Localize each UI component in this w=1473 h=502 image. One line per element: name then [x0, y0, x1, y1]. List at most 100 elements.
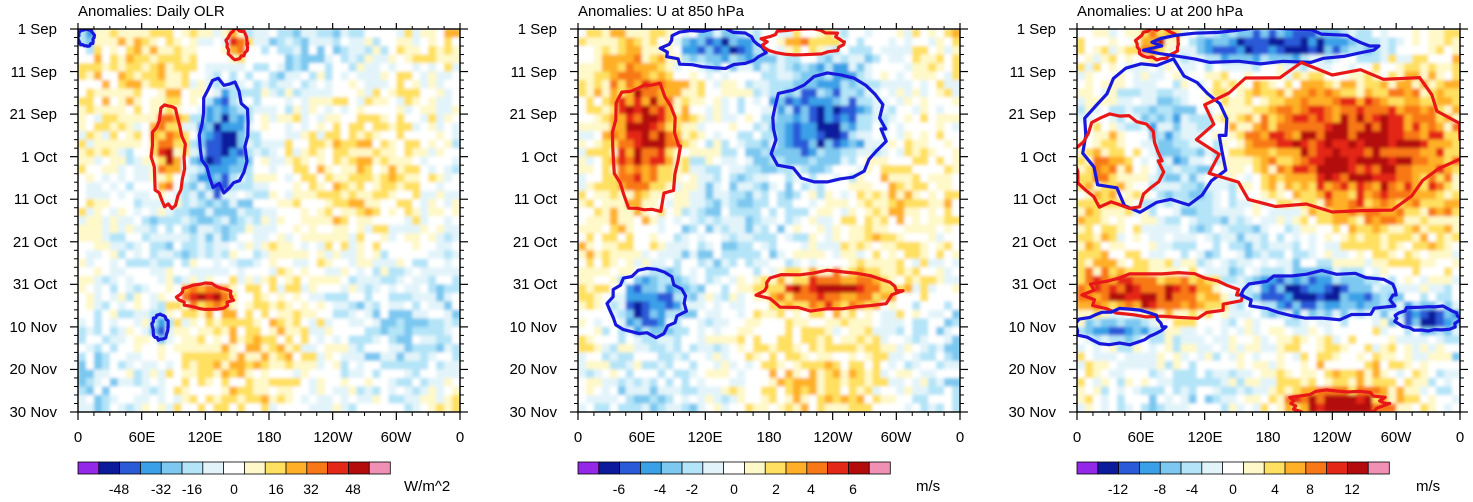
colorbar-label: -4	[654, 481, 667, 497]
x-tick-label: 60W	[881, 429, 913, 446]
y-tick-label: 1 Sep	[1017, 21, 1056, 38]
colorbar-label: 0	[230, 481, 238, 497]
x-tick-label: 180	[1255, 429, 1280, 446]
panel-u850: Anomalies: U at 850 hPa 1 Sep 11 Sep 21 …	[509, 3, 968, 497]
colorbar-label: -12	[1108, 481, 1128, 497]
y-tick-label: 30 Nov	[509, 404, 557, 421]
y-tick-label: 20 Nov	[9, 361, 57, 378]
colorbar-swatch	[807, 462, 828, 474]
colorbar-label: 0	[730, 481, 738, 497]
y-tick-label: 30 Nov	[9, 404, 57, 421]
colorbar-label: -16	[182, 481, 202, 497]
y-tick-label: 1 Oct	[1020, 149, 1057, 166]
panel-title: Anomalies: Daily OLR	[78, 3, 225, 20]
colorbar-units: m/s	[916, 478, 940, 495]
x-tick-label: 60E	[1128, 429, 1155, 446]
colorbar-swatch	[286, 462, 307, 474]
colorbar-swatch	[1202, 462, 1223, 474]
colorbar-swatch	[265, 462, 286, 474]
colorbar: -6 -4 -2 0 2 4 6 m/s	[578, 462, 940, 497]
anomaly-field	[78, 29, 461, 413]
y-tick-label: 10 Nov	[509, 319, 557, 336]
y-axis: 1 Sep 11 Sep 21 Sep 1 Oct 11 Oct 21 Oct …	[1008, 21, 1056, 421]
y-tick-label: 31 Oct	[1012, 276, 1057, 293]
x-axis: 0 60E 120E 180 120W 60W 0	[1073, 429, 1464, 446]
colorbar-swatch	[599, 462, 620, 474]
colorbar-swatch	[703, 462, 724, 474]
colorbar-swatch	[1327, 462, 1348, 474]
colorbar-swatch	[765, 462, 786, 474]
colorbar-swatch	[848, 462, 869, 474]
panel-title: Anomalies: U at 200 hPa	[1077, 3, 1244, 20]
colorbar-swatches	[78, 462, 390, 474]
y-tick-label: 1 Sep	[18, 21, 57, 38]
x-tick-label: 0	[74, 429, 82, 446]
colorbar-swatches	[1077, 462, 1389, 474]
y-axis: 1 Sep 11 Sep 21 Sep 1 Oct 11 Oct 21 Oct …	[9, 21, 57, 421]
colorbar-label: -32	[151, 481, 171, 497]
x-tick-label: 120E	[187, 429, 222, 446]
x-tick-label: 0	[456, 429, 464, 446]
y-tick-label: 11 Sep	[511, 64, 557, 81]
colorbar-label: -4	[1186, 481, 1199, 497]
y-tick-label: 31 Oct	[13, 276, 58, 293]
colorbar-label: 32	[303, 481, 319, 497]
y-tick-label: 21 Oct	[1012, 234, 1057, 251]
y-axis: 1 Sep 11 Sep 21 Sep 1 Oct 11 Oct 21 Oct …	[509, 21, 557, 421]
colorbar-swatch	[161, 462, 182, 474]
y-tick-label: 1 Oct	[21, 149, 58, 166]
y-tick-label: 11 Sep	[1010, 64, 1056, 81]
plot-area	[1069, 23, 1468, 420]
colorbar-swatch	[120, 462, 141, 474]
x-axis: 0 60E 120E 180 120W 60W 0	[574, 429, 964, 446]
colorbar-label: 2	[772, 481, 780, 497]
colorbar-swatch	[1160, 462, 1181, 474]
colorbar-swatch	[869, 462, 890, 474]
x-tick-label: 120W	[1312, 429, 1352, 446]
panel-u200: Anomalies: U at 200 hPa 1 Sep 11 Sep 21 …	[1008, 3, 1468, 497]
panel-olr: Anomalies: Daily OLR 1 Sep 11 Sep 21 Sep…	[9, 3, 468, 497]
colorbar-swatch	[661, 462, 682, 474]
colorbar-swatch	[348, 462, 369, 474]
colorbar-swatch	[99, 462, 120, 474]
y-tick-label: 11 Oct	[14, 191, 58, 208]
colorbar-swatch	[1077, 462, 1098, 474]
colorbar-swatch	[1223, 462, 1244, 474]
x-tick-label: 180	[256, 429, 281, 446]
colorbar-swatch	[1347, 462, 1368, 474]
colorbar-swatch	[1285, 462, 1306, 474]
colorbar-swatches	[578, 462, 890, 474]
y-tick-label: 20 Nov	[1008, 361, 1056, 378]
y-tick-label: 21 Sep	[1008, 106, 1056, 123]
colorbar-swatch	[78, 462, 99, 474]
y-tick-label: 1 Oct	[521, 149, 558, 166]
colorbar-swatch	[828, 462, 849, 474]
colorbar-label: 16	[268, 481, 284, 497]
colorbar-label: -2	[686, 481, 699, 497]
y-tick-label: 1 Sep	[518, 21, 557, 38]
x-tick-label: 60E	[129, 429, 156, 446]
colorbar-swatch	[578, 462, 599, 474]
colorbar-swatch	[1368, 462, 1389, 474]
anomaly-field	[578, 29, 961, 413]
colorbar-label: 12	[1344, 481, 1360, 497]
x-tick-label: 60W	[381, 429, 413, 446]
colorbar-units: m/s	[1416, 478, 1440, 495]
colorbar-label: 8	[1306, 481, 1314, 497]
colorbar-label: 4	[1271, 481, 1279, 497]
colorbar-swatch	[640, 462, 661, 474]
colorbar-swatch	[307, 462, 328, 474]
x-tick-label: 180	[756, 429, 781, 446]
colorbar-swatch	[1119, 462, 1140, 474]
y-tick-label: 11 Sep	[11, 64, 57, 81]
x-tick-label: 120E	[1187, 429, 1222, 446]
plot-area	[70, 23, 468, 420]
y-tick-label: 21 Sep	[9, 106, 57, 123]
colorbar-swatch	[786, 462, 807, 474]
panel-title: Anomalies: U at 850 hPa	[578, 3, 745, 20]
colorbar-label: 0	[1229, 481, 1237, 497]
colorbar-swatch	[1243, 462, 1264, 474]
colorbar: -48 -32 -16 0 16 32 48 W/m^2	[78, 462, 450, 497]
anomaly-field	[1077, 29, 1461, 413]
